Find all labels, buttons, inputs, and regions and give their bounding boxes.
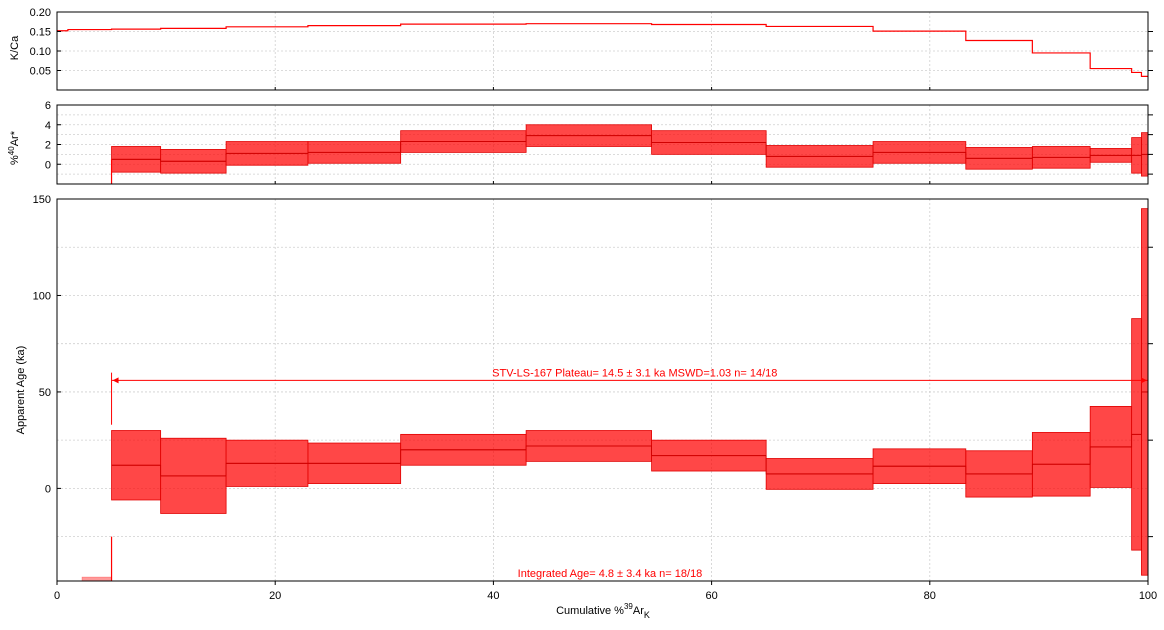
excluded-step-box bbox=[81, 576, 112, 582]
age-frame bbox=[56, 198, 1149, 582]
rad-panel: 0 2 4 6 bbox=[45, 100, 1153, 185]
age-xlabel: Cumulative %39ArK bbox=[556, 602, 650, 620]
kca-ylabel: K/Ca bbox=[9, 35, 21, 60]
age-panel: 0 50 100 150 0 20 40 60 80 100 bbox=[33, 194, 1158, 602]
age-ytick-label: 50 bbox=[39, 387, 51, 399]
age-xtick-label: 60 bbox=[705, 590, 717, 602]
plateau-label: STV-LS-167 Plateau= 14.5 ± 3.1 ka MSWD=1… bbox=[492, 367, 777, 379]
age-step-connector bbox=[111, 391, 1148, 477]
rad-ytick-label: 2 bbox=[45, 140, 51, 152]
age-ylabel: Apparent Age (ka) bbox=[15, 346, 27, 435]
age-ytick-label: 150 bbox=[33, 194, 51, 206]
kca-ytick-label: 0.05 bbox=[30, 66, 51, 78]
rad-ylabel: %40Ar* bbox=[7, 130, 21, 165]
age-ytick-label: 0 bbox=[45, 483, 51, 495]
age-xtick-label: 20 bbox=[269, 590, 281, 602]
rad-ytick-label: 4 bbox=[45, 120, 51, 132]
kca-ytick-label: 0.20 bbox=[30, 7, 51, 19]
integrated-age-label: Integrated Age= 4.8 ± 3.4 ka n= 18/18 bbox=[518, 568, 703, 580]
kca-step-line bbox=[57, 23, 1148, 77]
age-ytick-label: 100 bbox=[33, 290, 51, 302]
kca-panel: 0.05 0.10 0.15 0.20 bbox=[30, 7, 1153, 91]
plateau-left-arrowhead bbox=[112, 377, 119, 384]
rad-step-connector bbox=[111, 135, 1148, 162]
rad-ytick-label: 0 bbox=[45, 159, 51, 171]
age-xtick-label: 40 bbox=[487, 590, 499, 602]
kca-ytick-label: 0.10 bbox=[30, 46, 51, 58]
age-xtick-label: 80 bbox=[924, 590, 936, 602]
rad-ytick-label: 6 bbox=[45, 100, 51, 112]
age-xtick-label: 100 bbox=[1139, 590, 1157, 602]
plateau-right-arrowhead bbox=[1141, 377, 1147, 384]
age-xtick-label: 0 bbox=[54, 590, 60, 602]
kca-ytick-label: 0.15 bbox=[30, 27, 51, 39]
